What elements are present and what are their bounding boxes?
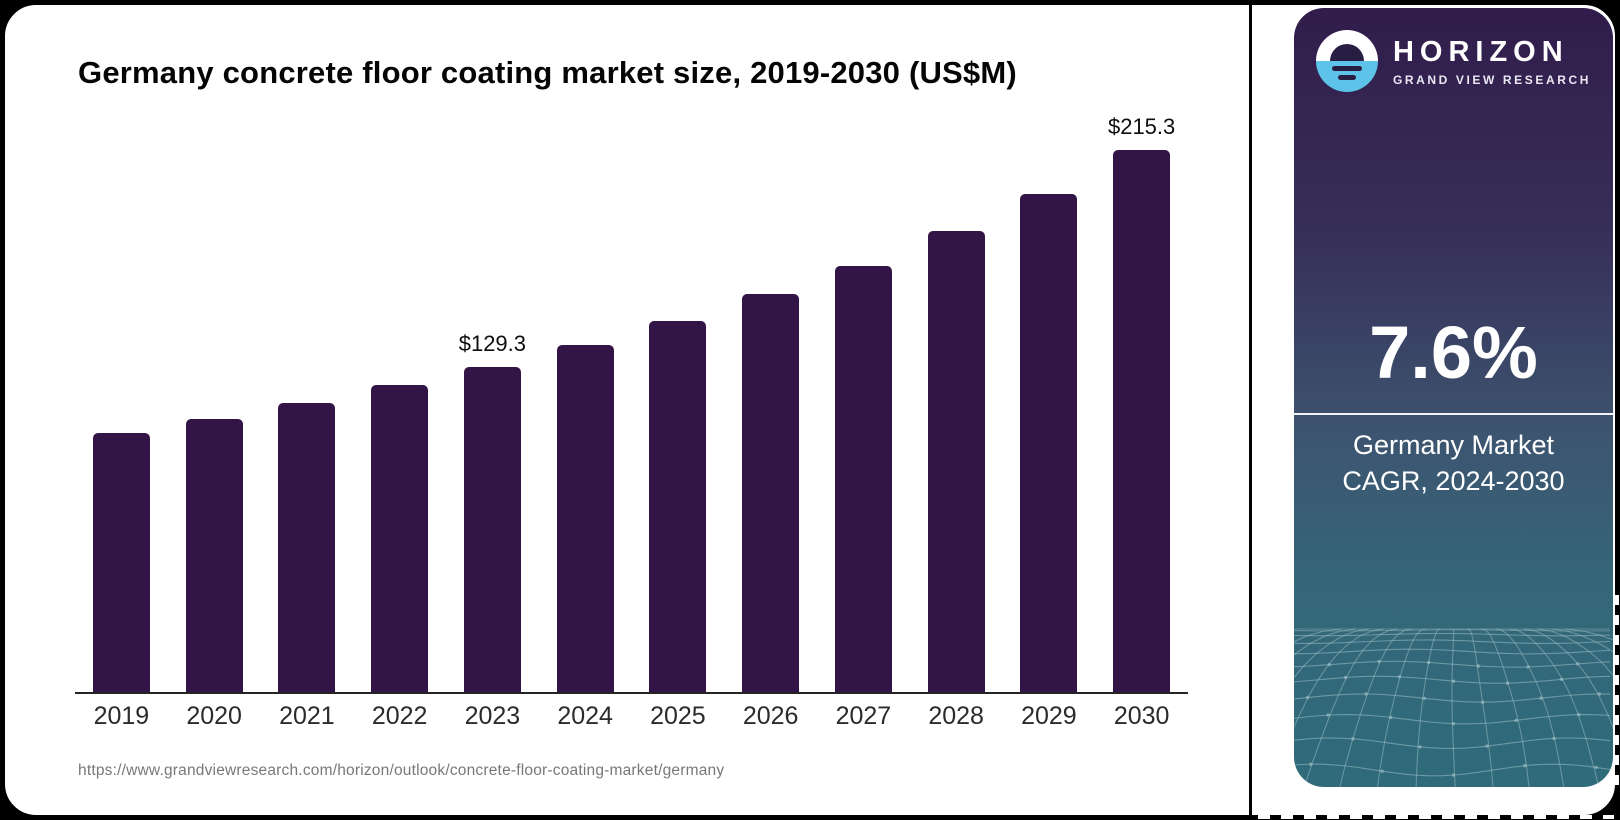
brand-subtitle: GRAND VIEW RESEARCH <box>1392 72 1592 87</box>
cagr-caption-line1: Germany Market <box>1352 430 1555 460</box>
bar-2021 <box>278 403 336 692</box>
mesh-wrap <box>1294 587 1613 787</box>
x-axis-tick-label: 2028 <box>928 702 984 730</box>
mesh-pattern <box>1294 628 1613 787</box>
bar-2025 <box>649 321 707 692</box>
sun-reflection-bar <box>1331 66 1362 71</box>
cagr-value: 7.6% <box>1369 311 1538 394</box>
cagr-caption-line2: CAGR, 2024-2030 <box>1342 465 1565 496</box>
bar-value-label: $129.3 <box>458 330 527 356</box>
bar-cell: $129.3 <box>446 110 539 692</box>
sun-icon <box>1329 44 1364 61</box>
x-axis-tick-label: 2022 <box>371 702 428 730</box>
bar-cell <box>910 110 1003 692</box>
bar-2027 <box>834 266 892 692</box>
bar-cell <box>817 110 910 692</box>
chart-title: Germany concrete floor coating market si… <box>78 54 1017 90</box>
bar-cell <box>632 110 725 692</box>
bar-2022 <box>371 385 429 692</box>
bar-chart: $129.3 $215.3 <box>75 110 1188 694</box>
source-url: https://www.grandviewresearch.com/horizo… <box>78 762 725 779</box>
stat-divider-line <box>1294 413 1613 415</box>
sidebar-panel: HORIZON GRAND VIEW RESEARCH 7.6% Germany… <box>1294 8 1613 787</box>
bar-2026 <box>742 294 800 692</box>
x-axis-tick-label: 2024 <box>557 702 613 730</box>
bar-cell <box>724 110 817 692</box>
x-axis-tick-label: 2027 <box>835 702 892 730</box>
horizon-logo: HORIZON GRAND VIEW RESEARCH <box>1294 30 1613 92</box>
bar-2020 <box>185 419 243 692</box>
cagr-caption: Germany Market CAGR, 2024-2030 <box>1294 428 1613 499</box>
panel-divider-line <box>1249 0 1252 820</box>
right-tick-marks <box>1615 595 1619 787</box>
brand-block: HORIZON GRAND VIEW RESEARCH <box>1393 36 1591 87</box>
horizon-logo-icon <box>1315 30 1378 92</box>
brand-name: HORIZON <box>1392 35 1569 68</box>
bar-2029 <box>1020 194 1078 692</box>
bar-cell <box>75 110 168 692</box>
bar-2028 <box>927 231 985 692</box>
x-axis-tick-label: 2021 <box>279 702 335 730</box>
x-axis-tick-label: 2019 <box>93 702 150 730</box>
x-axis-tick-label: 2025 <box>650 702 706 730</box>
bar-cell <box>539 110 632 692</box>
bar-cell <box>168 110 261 692</box>
bottom-tick-marks <box>1258 815 1614 819</box>
bar-cell <box>353 110 446 692</box>
bar-cell <box>261 110 354 692</box>
sun-reflection-bar <box>1337 75 1356 80</box>
x-axis-labels: 2019 2020 2021 2022 2023 2024 2025 2026 2027 2028… <box>75 702 1188 731</box>
x-axis-tick-label: 2029 <box>1021 702 1077 730</box>
x-axis-tick-label: 2023 <box>464 702 521 730</box>
bars-row: $129.3 $215.3 <box>75 110 1188 692</box>
bar-2023 <box>463 366 521 692</box>
bar-cell <box>1003 110 1096 692</box>
bar-2030 <box>1113 150 1171 692</box>
x-axis-tick-label: 2026 <box>742 702 799 730</box>
x-axis-line <box>75 692 1188 694</box>
x-axis-tick-label: 2020 <box>186 702 242 730</box>
x-axis-tick-label: 2030 <box>1113 702 1170 730</box>
bar-2024 <box>556 345 614 692</box>
bar-2019 <box>92 433 150 692</box>
bar-cell: $215.3 <box>1095 110 1188 692</box>
bar-value-label: $215.3 <box>1107 114 1176 139</box>
